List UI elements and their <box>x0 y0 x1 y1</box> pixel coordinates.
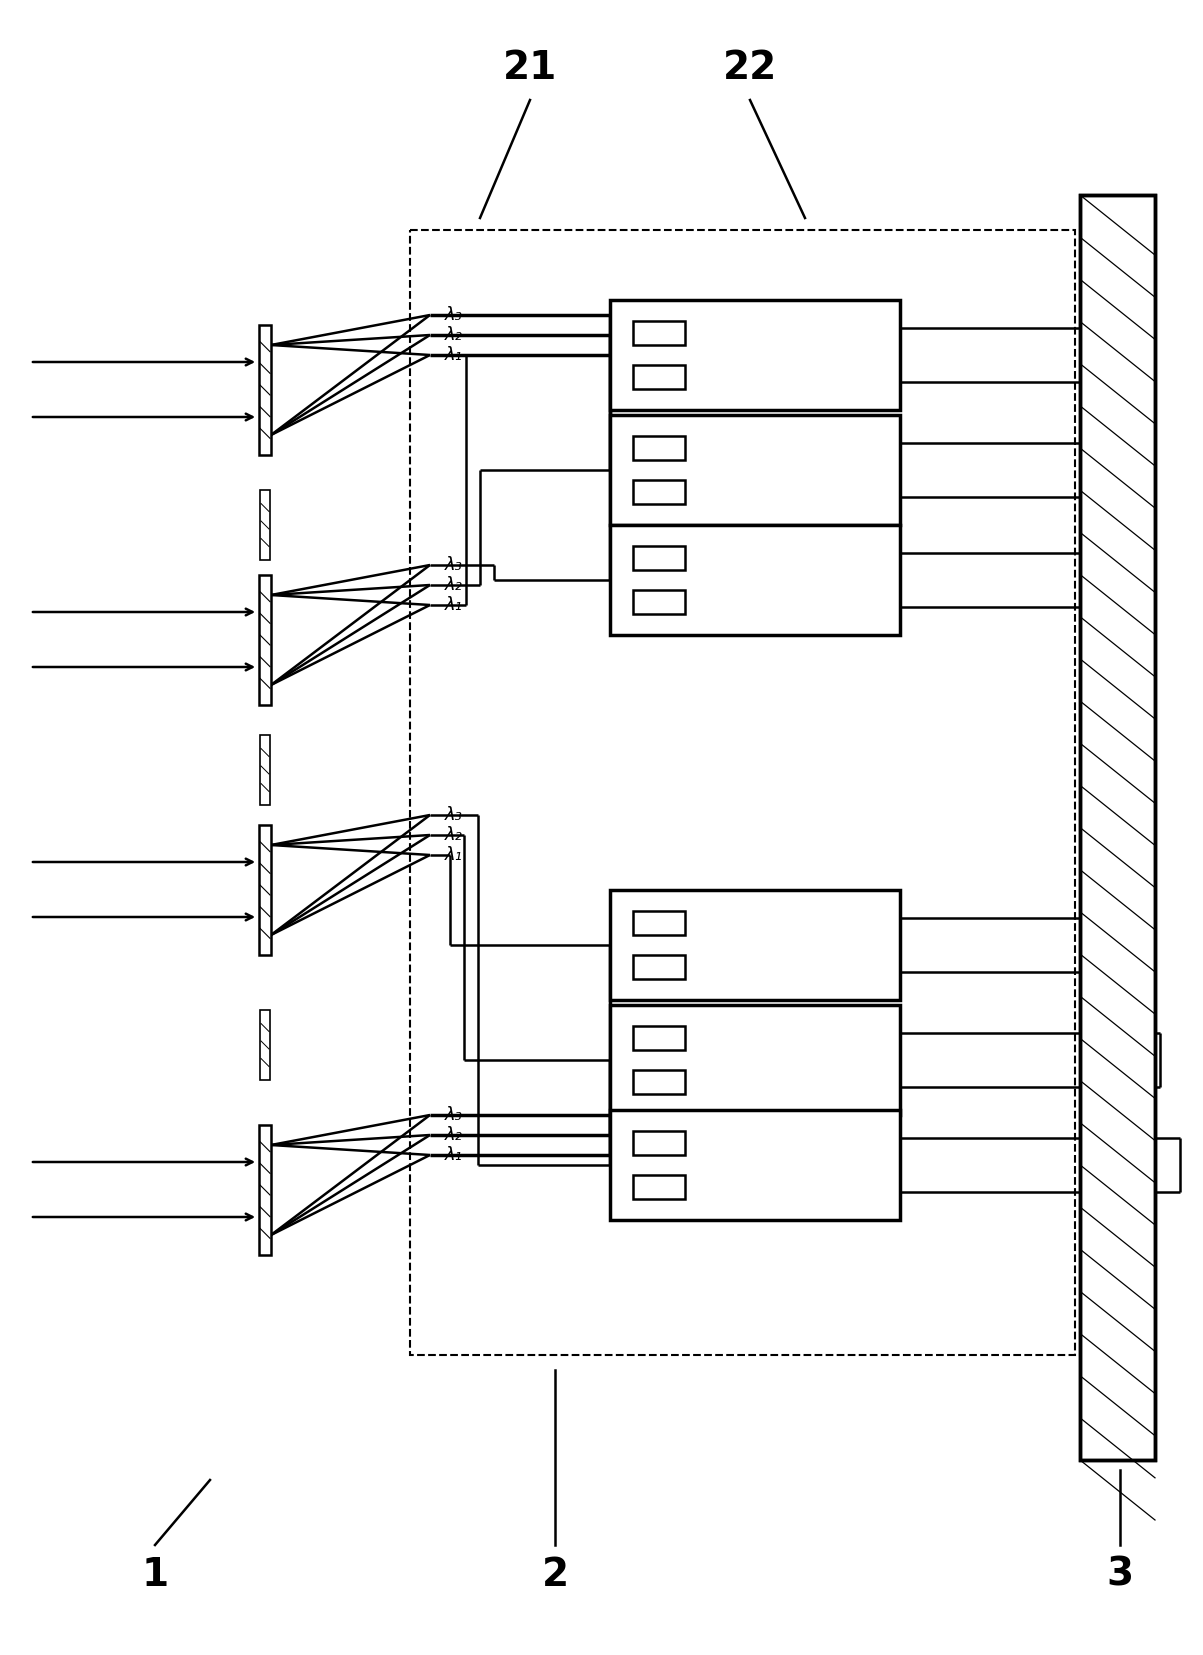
Text: λ₂: λ₂ <box>445 1125 463 1144</box>
Text: λ₁: λ₁ <box>445 346 463 364</box>
Bar <box>259 824 271 955</box>
Bar <box>410 230 1075 1355</box>
Bar <box>633 321 685 344</box>
Text: λ₁: λ₁ <box>445 846 463 864</box>
Text: λ₂: λ₂ <box>445 576 463 594</box>
Bar <box>633 1026 685 1049</box>
Bar <box>260 490 269 559</box>
Text: λ₃: λ₃ <box>445 806 463 824</box>
Bar <box>260 1010 269 1081</box>
Text: λ₂: λ₂ <box>445 826 463 844</box>
Bar <box>259 574 271 705</box>
Bar <box>633 589 685 614</box>
Bar <box>259 1125 271 1254</box>
Bar <box>633 546 685 569</box>
Text: λ₁: λ₁ <box>445 1145 463 1163</box>
Bar <box>633 910 685 935</box>
Bar <box>633 480 685 505</box>
Text: λ₁: λ₁ <box>445 596 463 614</box>
Bar <box>1080 195 1155 1460</box>
Bar <box>633 435 685 460</box>
Bar <box>610 1111 900 1220</box>
Bar <box>610 1005 900 1115</box>
Bar <box>610 300 900 410</box>
Bar <box>260 735 269 804</box>
Bar <box>610 890 900 1000</box>
Text: λ₃: λ₃ <box>445 556 463 574</box>
Bar <box>633 1071 685 1094</box>
Bar <box>610 525 900 636</box>
Bar <box>633 955 685 980</box>
Bar <box>633 366 685 389</box>
Text: 21: 21 <box>503 50 557 88</box>
Bar <box>1080 195 1155 1460</box>
Text: λ₃: λ₃ <box>445 306 463 324</box>
Text: 22: 22 <box>723 50 777 88</box>
Text: 2: 2 <box>541 1556 569 1594</box>
Bar <box>633 1130 685 1155</box>
Text: λ₃: λ₃ <box>445 1106 463 1124</box>
Bar <box>610 415 900 525</box>
Text: 1: 1 <box>142 1556 168 1594</box>
Text: 3: 3 <box>1107 1556 1133 1594</box>
Bar <box>259 324 271 455</box>
Bar <box>633 1175 685 1198</box>
Text: λ₂: λ₂ <box>445 326 463 344</box>
